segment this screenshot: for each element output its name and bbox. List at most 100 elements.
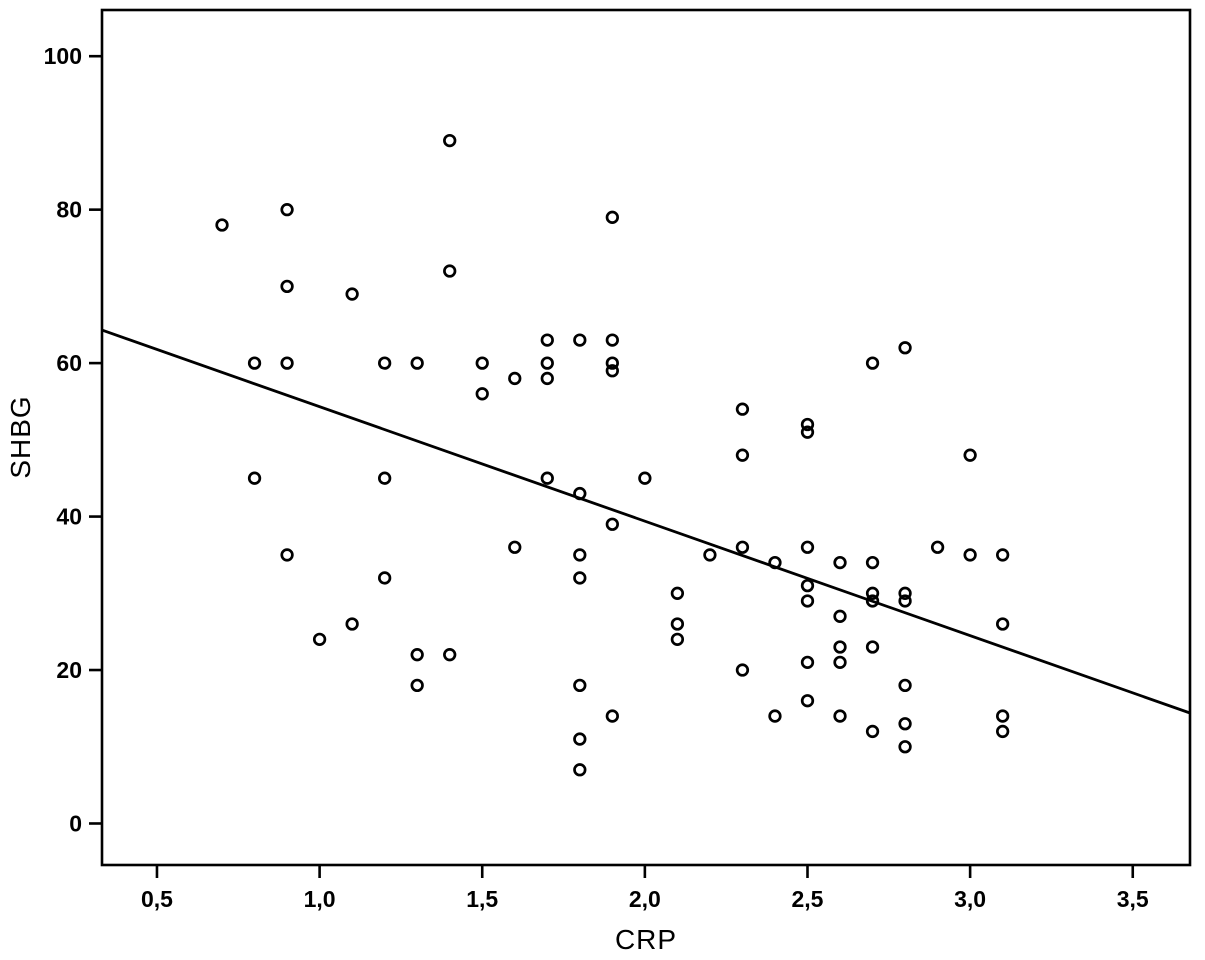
data-point bbox=[995, 548, 1010, 562]
y-axis-tick-label: 40 bbox=[56, 504, 82, 530]
data-point bbox=[735, 540, 750, 554]
data-point bbox=[865, 586, 880, 600]
y-axis-tick-label: 100 bbox=[44, 43, 82, 69]
data-point bbox=[995, 617, 1010, 631]
data-point bbox=[800, 594, 815, 608]
data-point bbox=[443, 133, 457, 148]
data-point bbox=[605, 709, 619, 723]
data-point bbox=[605, 364, 619, 378]
data-point bbox=[540, 471, 554, 485]
data-point bbox=[605, 517, 619, 531]
data-point bbox=[443, 648, 457, 662]
data-point bbox=[312, 632, 327, 646]
data-point bbox=[898, 594, 912, 608]
x-axis-tick-label: 2,0 bbox=[629, 886, 661, 912]
plot-frame bbox=[100, 8, 1192, 867]
data-point bbox=[930, 540, 945, 554]
data-point bbox=[215, 218, 229, 232]
regression-line bbox=[101, 328, 1191, 715]
data-point bbox=[800, 655, 815, 670]
data-point bbox=[833, 655, 847, 670]
data-point bbox=[995, 709, 1010, 723]
data-point bbox=[898, 678, 912, 693]
data-point bbox=[995, 724, 1010, 739]
data-point bbox=[378, 356, 392, 370]
data-point bbox=[703, 548, 717, 562]
data-point bbox=[573, 732, 587, 746]
data-point bbox=[410, 356, 424, 370]
data-point bbox=[735, 448, 750, 462]
plot-generated-layer: 0,5 1,0 1,5 2,0 2,5 3,0 3,5 0 20 40 60 80 100 bbox=[44, 8, 1192, 912]
data-point bbox=[508, 540, 522, 554]
data-point bbox=[800, 578, 815, 593]
data-point bbox=[410, 678, 424, 693]
data-point bbox=[410, 648, 424, 662]
data-point bbox=[963, 548, 977, 562]
y-axis-title: SHBG bbox=[5, 395, 36, 478]
data-point bbox=[508, 371, 522, 386]
data-point bbox=[670, 617, 685, 631]
x-axis-title: CRP bbox=[615, 924, 677, 955]
x-axis-tick-label: 1,0 bbox=[304, 886, 336, 912]
data-point bbox=[670, 586, 685, 600]
y-axis-tick-label: 60 bbox=[56, 350, 82, 376]
y-axis-tick-label: 0 bbox=[69, 810, 82, 836]
x-axis-tick-label: 0,5 bbox=[141, 886, 173, 912]
data-point bbox=[280, 279, 294, 294]
data-point bbox=[833, 709, 847, 723]
data-point bbox=[833, 555, 847, 570]
data-point bbox=[865, 555, 880, 570]
data-point bbox=[735, 663, 750, 677]
data-point bbox=[605, 333, 619, 347]
data-point bbox=[573, 763, 587, 777]
data-point bbox=[800, 417, 815, 432]
data-point bbox=[833, 640, 847, 654]
y-axis-tick-label: 80 bbox=[56, 197, 82, 223]
data-point bbox=[898, 341, 912, 355]
data-point bbox=[670, 632, 685, 646]
y-axis-tick-label: 20 bbox=[56, 657, 82, 683]
data-point bbox=[605, 356, 619, 370]
x-axis-tick-label: 3,5 bbox=[1117, 886, 1149, 912]
x-axis-tick-label: 2,5 bbox=[792, 886, 824, 912]
data-point bbox=[443, 264, 457, 278]
data-point bbox=[898, 717, 912, 731]
data-point bbox=[865, 640, 880, 654]
data-point bbox=[280, 203, 294, 217]
data-point bbox=[800, 540, 815, 554]
data-point bbox=[475, 356, 489, 370]
data-point bbox=[800, 694, 815, 708]
data-point bbox=[540, 356, 554, 370]
data-point bbox=[247, 471, 262, 485]
data-point bbox=[768, 555, 782, 570]
data-point bbox=[865, 356, 880, 370]
data-point bbox=[378, 571, 392, 585]
data-point bbox=[768, 709, 782, 723]
data-point bbox=[280, 548, 294, 562]
data-point bbox=[573, 548, 587, 562]
data-point bbox=[345, 617, 359, 631]
data-point bbox=[800, 425, 815, 439]
data-point bbox=[475, 387, 489, 401]
data-point bbox=[865, 594, 880, 608]
data-point bbox=[540, 371, 554, 386]
x-axis-tick-label: 3,0 bbox=[954, 886, 986, 912]
data-point bbox=[540, 333, 554, 347]
data-point bbox=[638, 471, 652, 485]
data-point bbox=[378, 471, 392, 485]
data-point bbox=[735, 402, 750, 416]
data-point bbox=[833, 609, 847, 623]
x-axis-tick-label: 1,5 bbox=[466, 886, 498, 912]
data-point bbox=[898, 586, 912, 600]
data-point bbox=[898, 740, 912, 754]
data-point bbox=[247, 356, 262, 370]
data-point bbox=[573, 571, 587, 585]
data-point bbox=[573, 678, 587, 693]
data-point bbox=[605, 210, 619, 224]
data-point bbox=[865, 724, 880, 739]
data-point bbox=[963, 448, 977, 462]
data-point bbox=[573, 333, 587, 347]
data-point bbox=[573, 486, 587, 501]
